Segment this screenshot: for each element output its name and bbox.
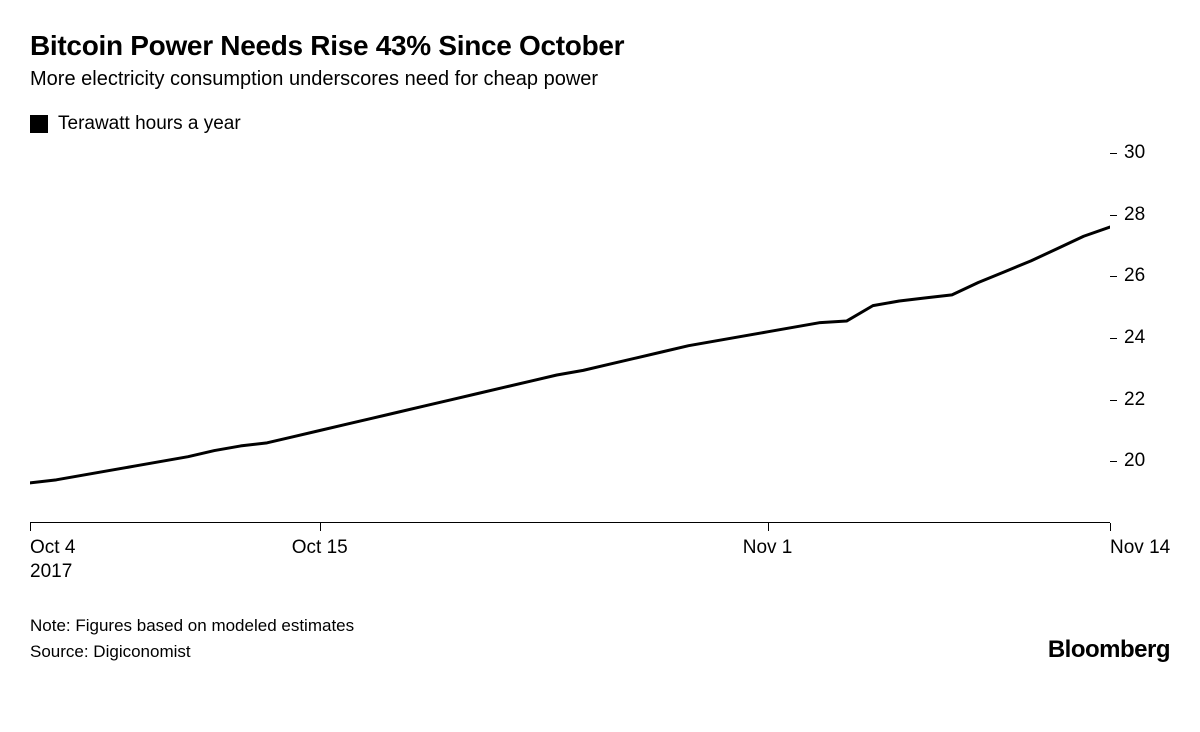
x-tick-label: Oct 4 (30, 537, 75, 559)
y-tick-label: 20 (1124, 450, 1145, 472)
y-tick-mark (1110, 338, 1117, 339)
y-tick-mark (1110, 215, 1117, 216)
legend-swatch (30, 115, 48, 133)
footer-notes: Note: Figures based on modeled estimates… (30, 613, 354, 664)
y-tick-label: 26 (1124, 265, 1145, 287)
x-tick-mark (768, 523, 769, 531)
line-chart-svg (30, 153, 1110, 523)
x-tick-mark (30, 523, 31, 531)
x-tick-mark (320, 523, 321, 531)
footer-note: Note: Figures based on modeled estimates (30, 613, 354, 639)
y-tick-label: 28 (1124, 204, 1145, 226)
footer-source: Source: Digiconomist (30, 639, 354, 665)
y-tick-mark (1110, 276, 1117, 277)
chart-subtitle: More electricity consumption underscores… (30, 68, 1170, 91)
x-tick-label: Oct 15 (292, 537, 348, 559)
y-tick-label: 30 (1124, 142, 1145, 164)
x-tick-mark (1110, 523, 1111, 531)
x-year-label: 2017 (30, 561, 72, 583)
legend-label: Terawatt hours a year (58, 113, 241, 135)
brand-logo: Bloomberg (1048, 636, 1170, 664)
chart-title: Bitcoin Power Needs Rise 43% Since Octob… (30, 30, 1170, 62)
y-tick-mark (1110, 461, 1117, 462)
y-tick-label: 24 (1124, 327, 1145, 349)
x-tick-label: Nov 1 (743, 537, 793, 559)
chart-container: 202224262830 Oct 42017Oct 15Nov 1Nov 14 (30, 153, 1170, 563)
legend: Terawatt hours a year (30, 113, 1170, 135)
y-tick-mark (1110, 153, 1117, 154)
y-tick-label: 22 (1124, 389, 1145, 411)
footer: Note: Figures based on modeled estimates… (30, 613, 1170, 664)
y-tick-mark (1110, 400, 1117, 401)
plot-area (30, 153, 1110, 523)
